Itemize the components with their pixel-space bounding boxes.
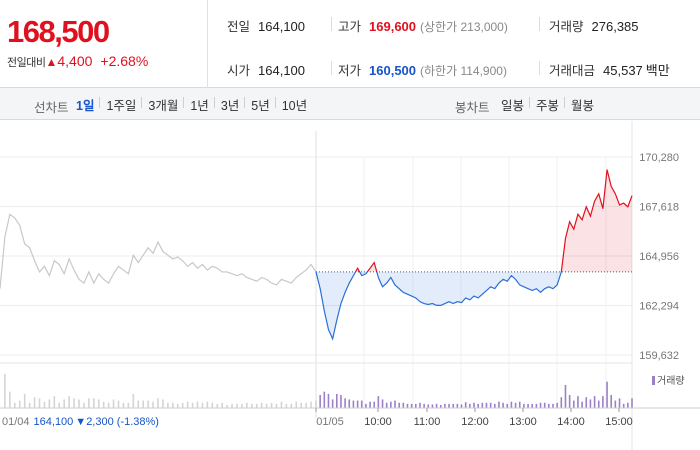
low-label: 저가	[338, 64, 362, 78]
prev-day-change: ▼2,300 (-1.38%)	[75, 416, 159, 428]
x-tick-label: 13:00	[509, 416, 537, 428]
line-below-baseline	[376, 271, 562, 306]
divider	[539, 61, 540, 75]
volume-swatch	[652, 376, 655, 385]
line-above-baseline	[354, 266, 361, 273]
candle-tabs: 일봉 주봉 월봉	[495, 88, 600, 120]
change-label: 전일대비	[7, 57, 46, 69]
tab-period-5y[interactable]: 5년	[244, 95, 275, 114]
chart-canvas[interactable]: 170,280 167,618 164,956 162,294 159,632 01/05…	[0, 121, 700, 450]
price-box: 168,500 전일대비▲4,400 +2.68%	[0, 0, 208, 88]
open-label: 시가	[227, 64, 251, 78]
x-tick-label: 10:00	[364, 416, 392, 428]
change-percent: +2.68%	[100, 53, 149, 69]
line-above-baseline	[560, 169, 633, 272]
tab-period-1w[interactable]: 1주일	[99, 95, 142, 114]
volume-label: 거래량	[549, 20, 584, 34]
y-tick-label: 164,956	[639, 251, 679, 263]
line-below-baseline	[359, 271, 368, 277]
divider	[331, 17, 332, 31]
prev-close-label: 전일	[227, 20, 251, 34]
chart-toolbar: 선차트 1일 1주일 3개월 1년 3년 5년 10년 봉차트 일봉 주봉 월봉	[0, 88, 700, 120]
volume-value: 276,385	[591, 19, 639, 34]
volume-legend-label: 거래량	[657, 376, 685, 387]
up-arrow-icon: ▲	[45, 55, 58, 69]
high-value: 169,600	[369, 19, 417, 34]
x-tick-label: 15:00	[605, 416, 633, 428]
y-tick-label: 170,280	[639, 152, 679, 164]
current-price: 168,500	[7, 14, 110, 49]
y-tick-label: 162,294	[639, 301, 679, 313]
price-summary: 168,500 전일대비▲4,400 +2.68% 전일 164,100 고가 169…	[0, 0, 700, 88]
prev-close-value: 164,100	[258, 19, 306, 34]
tab-candle-monthly[interactable]: 월봉	[564, 95, 600, 114]
tab-period-3y[interactable]: 3년	[213, 95, 245, 114]
line-below-baseline	[315, 271, 357, 341]
tab-candle-daily[interactable]: 일봉	[501, 98, 525, 113]
line-above-baseline	[366, 261, 378, 273]
change-amount: 4,400	[57, 53, 93, 69]
low-value: 160,500	[369, 63, 417, 78]
tab-candle-weekly[interactable]: 주봉	[529, 95, 565, 114]
down-arrow-icon: ▼	[75, 416, 87, 428]
open-stat: 시가 164,100	[227, 60, 305, 79]
x-tick-label: 01/05	[316, 416, 344, 428]
tab-period-10y[interactable]: 10년	[274, 95, 313, 114]
prev-close-stat: 전일 164,100	[227, 16, 305, 35]
lower-limit: (하한가 114,900)	[420, 64, 507, 78]
x-tick-label: 11:00	[414, 416, 441, 428]
divider	[539, 17, 540, 31]
low-stat: 저가 160,500 (하한가 114,900)	[338, 60, 507, 79]
trade-value: 45,537	[603, 63, 643, 78]
price-chart[interactable]: 170,280 167,618 164,956 162,294 159,632 01/05…	[0, 121, 700, 450]
volume-stat: 거래량 276,385	[549, 16, 639, 35]
line-chart-label: 선차트	[34, 101, 69, 115]
area-above-baseline	[561, 169, 632, 272]
prev-day-info: 01/04 164,100 ▼2,300 (-1.38%)	[2, 416, 159, 428]
trade-value-unit: 백만	[645, 63, 670, 78]
y-tick-label: 159,632	[639, 350, 679, 362]
area-below-baseline	[376, 271, 562, 306]
prev-day-close: 164,100	[33, 416, 74, 428]
y-tick-label: 167,618	[639, 202, 679, 214]
divider	[331, 61, 332, 75]
open-value: 164,100	[258, 63, 306, 78]
candle-chart-label: 봉차트	[455, 101, 490, 115]
tab-period-1y[interactable]: 1년	[183, 95, 214, 114]
high-stat: 고가 169,600 (상한가 213,000)	[338, 16, 508, 35]
prev-day-change-amount: 2,300	[86, 416, 114, 428]
upper-limit: (상한가 213,000)	[420, 20, 508, 34]
high-label: 고가	[338, 20, 362, 34]
trade-value-stat: 거래대금 45,537 백만	[549, 60, 670, 79]
tab-period-1d[interactable]: 1일	[76, 98, 95, 113]
x-tick-label: 14:00	[557, 416, 585, 428]
prev-day-change-percent: (-1.38%)	[116, 416, 159, 428]
volume-legend: 거래량	[652, 372, 685, 387]
prev-day-line	[0, 213, 317, 289]
change-line: 전일대비▲4,400 +2.68%	[7, 53, 148, 70]
period-tabs: 1일 1주일 3개월 1년 3년 5년 10년	[70, 88, 313, 120]
prev-day-date: 01/04	[2, 416, 30, 428]
trade-value-label: 거래대금	[549, 64, 596, 78]
area-below-baseline	[316, 271, 356, 339]
tab-period-3m[interactable]: 3개월	[141, 95, 184, 114]
x-tick-label: 12:00	[461, 416, 489, 428]
